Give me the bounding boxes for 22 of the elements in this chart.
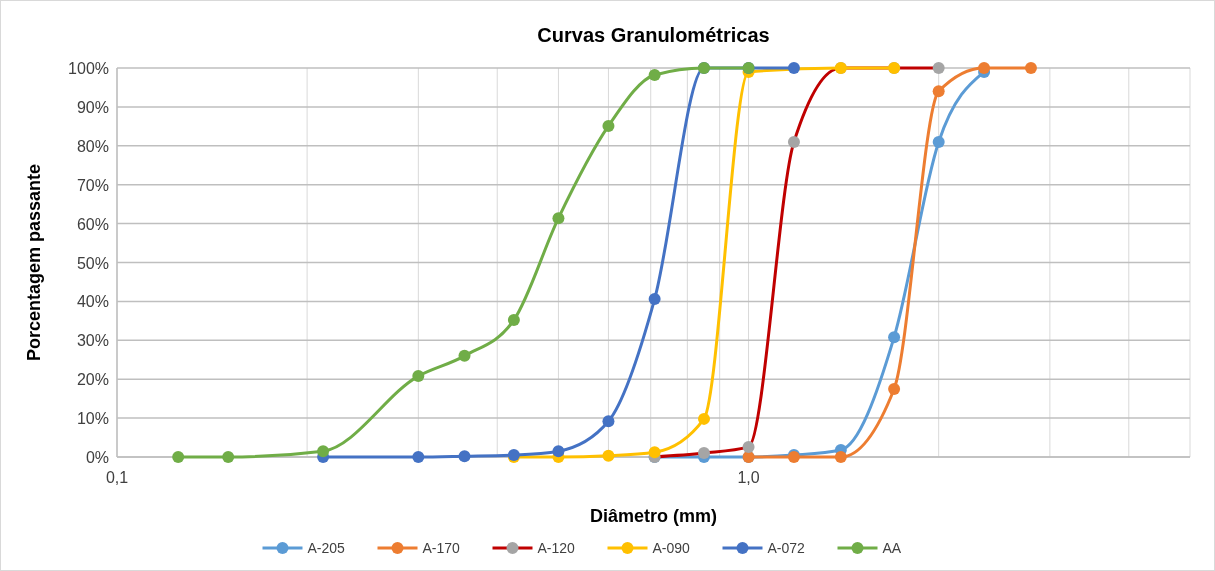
x-tick-label: 1,0 xyxy=(737,469,760,486)
y-tick-label: 0% xyxy=(85,449,109,466)
legend-label: A-072 xyxy=(767,540,806,556)
legend-label: A-090 xyxy=(652,540,691,556)
y-tick-label: 30% xyxy=(76,332,109,350)
legend-label: A-120 xyxy=(537,540,576,556)
x-axis-title: Diâmetro (mm) xyxy=(589,506,718,526)
y-tick-label: 40% xyxy=(76,293,109,311)
legend-label: AA xyxy=(882,540,902,556)
y-tick-label: 70% xyxy=(76,176,109,194)
y-tick-label: 100% xyxy=(68,60,109,77)
y-tick-label: 80% xyxy=(76,137,109,155)
chart-title: Curvas Granulométricas xyxy=(537,24,770,46)
y-tick-label: 60% xyxy=(76,215,109,233)
legend-label: A-205 xyxy=(307,540,346,556)
y-tick-label: 20% xyxy=(76,371,109,389)
x-tick-label: 0,1 xyxy=(105,469,129,486)
y-tick-label: 10% xyxy=(76,410,109,428)
y-tick-label: 90% xyxy=(76,98,109,116)
legend-label: A-170 xyxy=(422,540,461,556)
y-tick-label: 50% xyxy=(76,254,109,272)
y-axis-title: Porcentagem passante xyxy=(24,163,44,362)
